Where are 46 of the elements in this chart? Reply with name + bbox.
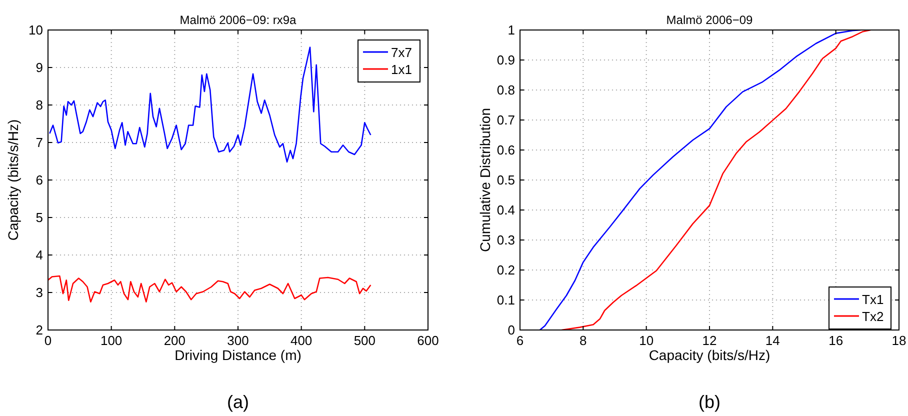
y-tick-label: 3: [36, 285, 43, 300]
y-tick-label: 0: [508, 322, 515, 338]
chart-title: Malmö 2006−09: [666, 13, 754, 27]
line-series: [48, 275, 372, 303]
x-tick-label: 300: [227, 333, 249, 348]
x-tick-label: 500: [354, 333, 376, 348]
y-tick-label: 0.3: [496, 232, 515, 248]
y-axis-title: Cumulative Distribution: [477, 108, 493, 252]
x-axis-title: Driving Distance (m): [174, 347, 302, 363]
y-tick-label: 0.8: [496, 82, 515, 98]
y-tick-label: 6: [36, 172, 43, 188]
x-tick-label: 16: [828, 333, 844, 348]
y-tick-label: 9: [36, 60, 43, 75]
chart-title: Malmö 2006−09: rx9a: [180, 13, 297, 27]
x-tick-label: 600: [417, 333, 439, 348]
x-axis-title: Capacity (bits/s/Hz): [648, 347, 770, 363]
x-tick-label: 200: [164, 333, 186, 348]
text: (b): [698, 392, 720, 412]
x-tick-label: 8: [580, 333, 587, 348]
legend-label: Tx2: [862, 309, 884, 324]
y-tick-label: 1: [508, 22, 515, 38]
legend-label: 7x7: [391, 45, 412, 60]
y-tick-label: 8: [36, 98, 43, 112]
y-axis-title: Capacity (bits/s/Hz): [5, 119, 21, 241]
legend-label: Tx1: [862, 292, 884, 307]
x-tick-label: 400: [290, 333, 312, 348]
text: (a): [227, 392, 249, 412]
y-tick-label: 2: [36, 322, 43, 338]
y-tick-label: 0.4: [496, 202, 515, 218]
x-tick-label: 18: [892, 333, 906, 348]
y-tick-label: 0.7: [496, 112, 515, 128]
y-tick-label: 4: [36, 248, 43, 262]
y-tick-label: 0.1: [496, 292, 515, 308]
x-tick-label: 14: [765, 333, 780, 348]
x-tick-label: 10: [639, 333, 654, 348]
y-tick-label: 0.5: [496, 172, 515, 188]
x-tick-label: 100: [100, 333, 122, 348]
line-series: [48, 46, 372, 163]
x-tick-label: 12: [702, 333, 717, 348]
y-tick-label: 10: [28, 22, 43, 38]
y-tick-label: 0.9: [496, 52, 515, 68]
legend-label: 1x1: [391, 62, 412, 77]
y-tick-label: 0.6: [496, 142, 515, 158]
y-tick-label: 5: [36, 210, 43, 225]
y-tick-label: 0.2: [496, 262, 515, 278]
y-tick-label: 7: [36, 135, 43, 150]
